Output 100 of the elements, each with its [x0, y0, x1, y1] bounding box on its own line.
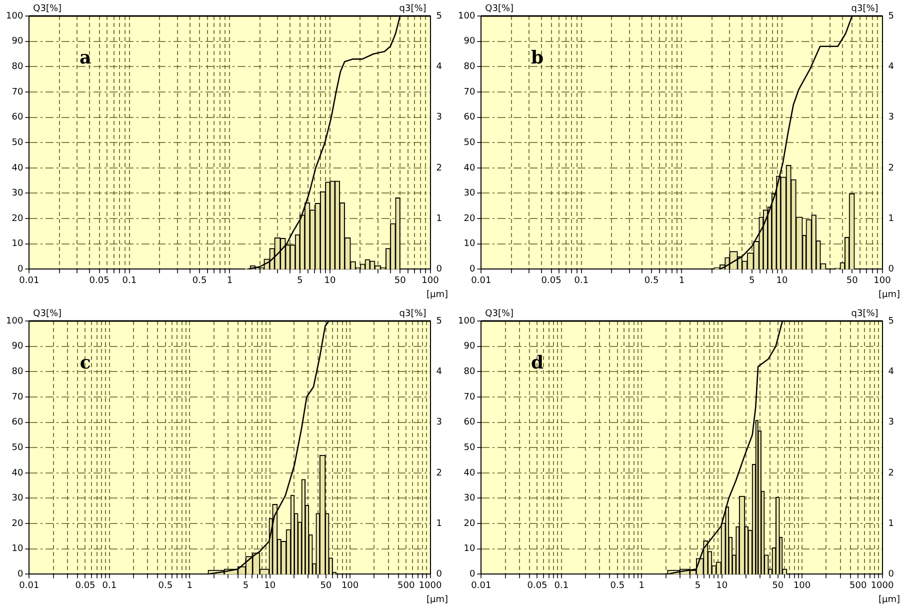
y2-tick-label: 3 — [888, 418, 894, 428]
x-tick-label: 1000 — [870, 580, 894, 591]
y2-tick-label: 0 — [888, 570, 894, 580]
y-tick-label: 10 — [464, 239, 476, 250]
x-tick-label: 0.05 — [541, 276, 562, 286]
y-tick-label: 20 — [464, 518, 476, 529]
x-tick-label: 10 — [324, 276, 336, 286]
x-tick-label: 0.1 — [122, 276, 137, 286]
x-tick-label: 1 — [186, 580, 192, 591]
x-tick-label: 1 — [678, 276, 685, 286]
y2-tick-label: 1 — [436, 214, 442, 224]
y-tick-label: 60 — [12, 418, 24, 428]
y-tick-label: 20 — [12, 518, 24, 529]
x-tick-label: 0.5 — [644, 276, 659, 286]
y-axis-title: Q3[%] — [485, 4, 514, 14]
x-axis-title: [µm] — [426, 594, 448, 605]
x-tick-label: 100 — [874, 276, 892, 286]
x-tick-label: 0.05 — [75, 580, 96, 591]
y2-tick-label: 0 — [888, 264, 894, 275]
x-tick-label: 1 — [226, 276, 233, 286]
y2-tick-label: 2 — [436, 163, 442, 174]
x-tick-label: 500 — [398, 580, 415, 591]
y2-axis-title: q3[%] — [399, 4, 426, 14]
y2-tick-label: 4 — [888, 62, 894, 72]
x-tick-label: 50 — [394, 276, 406, 286]
y-tick-label: 60 — [464, 418, 476, 428]
y-tick-label: 10 — [464, 544, 476, 554]
x-tick-label: 5 — [748, 276, 755, 286]
y-tick-label: 100 — [458, 11, 476, 22]
x-tick-label: 5 — [242, 580, 249, 591]
y2-tick-label: 4 — [888, 366, 894, 377]
y-tick-label: 50 — [12, 442, 24, 453]
y2-tick-label: 4 — [436, 366, 442, 377]
y2-tick-label: 1 — [888, 518, 894, 529]
y-tick-label: 0 — [469, 570, 476, 580]
y-tick-label: 80 — [12, 62, 24, 72]
y2-tick-label: 5 — [436, 11, 442, 22]
x-tick-label: 0.01 — [471, 276, 492, 286]
x-tick-label: 50 — [846, 276, 858, 286]
y2-tick-label: 0 — [436, 570, 442, 580]
x-tick-label: 50 — [772, 580, 784, 591]
x-tick-label: 0.1 — [574, 276, 589, 286]
y2-tick-label: 2 — [888, 163, 894, 174]
y-tick-label: 40 — [464, 163, 476, 174]
y2-tick-label: 2 — [436, 468, 442, 478]
x-tick-label: 0.05 — [89, 276, 110, 286]
x-tick-label: 5 — [694, 580, 701, 591]
annotation: a — [79, 48, 92, 69]
y2-tick-label: 5 — [436, 316, 442, 326]
y-tick-label: 70 — [464, 392, 476, 402]
y-tick-label: 90 — [464, 342, 476, 352]
y-tick-label: 60 — [464, 112, 476, 123]
x-tick-label: 100 — [341, 580, 359, 591]
y-tick-label: 30 — [464, 188, 476, 199]
y-tick-label: 90 — [12, 342, 24, 352]
y-tick-label: 60 — [12, 112, 24, 123]
x-tick-label: 10 — [264, 580, 276, 591]
x-tick-label: 0.01 — [19, 580, 40, 591]
y2-axis-title: q3[%] — [851, 308, 878, 319]
y-tick-label: 90 — [464, 36, 476, 47]
x-axis-title: [µm] — [878, 594, 900, 605]
y-tick-label: 70 — [12, 87, 24, 98]
y2-tick-label: 1 — [436, 518, 442, 529]
y2-tick-label: 4 — [436, 62, 442, 72]
y-tick-label: 100 — [458, 316, 476, 326]
y-tick-label: 90 — [12, 36, 24, 47]
y-tick-label: 70 — [464, 87, 476, 98]
y-tick-label: 80 — [464, 62, 476, 72]
x-tick-label: 0.5 — [192, 276, 207, 286]
y-tick-label: 30 — [12, 188, 24, 199]
x-tick-label: 10 — [716, 580, 728, 591]
y2-axis-title: q3[%] — [851, 4, 878, 14]
y2-tick-label: 1 — [888, 214, 894, 224]
annotation: c — [80, 352, 91, 374]
x-tick-label: 100 — [422, 276, 440, 286]
y-tick-label: 0 — [17, 264, 24, 275]
y-axis-title: Q3[%] — [33, 4, 62, 14]
y-tick-label: 50 — [464, 442, 476, 453]
y-tick-label: 40 — [464, 468, 476, 478]
y-tick-label: 0 — [469, 264, 476, 275]
y-axis-title: Q3[%] — [33, 308, 62, 319]
y-tick-label: 80 — [12, 366, 24, 377]
y2-axis-title: q3[%] — [399, 308, 426, 319]
x-tick-label: 1 — [638, 580, 644, 591]
x-tick-label: 500 — [850, 580, 867, 591]
x-axis-title: [µm] — [878, 290, 900, 300]
y-tick-label: 0 — [17, 570, 24, 580]
x-tick-label: 50 — [320, 580, 332, 591]
y-tick-label: 80 — [464, 366, 476, 377]
y2-tick-label: 3 — [436, 418, 442, 428]
annotation: d — [531, 352, 544, 374]
y-tick-label: 20 — [464, 214, 476, 224]
x-axis-title: [µm] — [426, 290, 448, 300]
y-tick-label: 20 — [12, 214, 24, 224]
y-tick-label: 10 — [12, 544, 24, 554]
y-tick-label: 70 — [12, 392, 24, 402]
y-tick-label: 100 — [6, 11, 24, 22]
y2-tick-label: 5 — [888, 11, 894, 22]
y2-tick-label: 0 — [436, 264, 442, 275]
x-tick-label: 100 — [793, 580, 811, 591]
